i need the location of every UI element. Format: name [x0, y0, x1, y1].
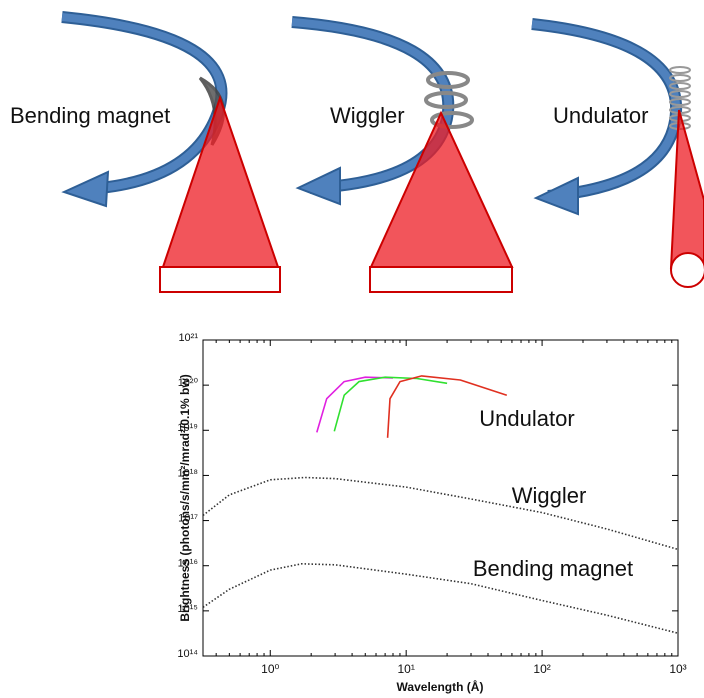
undulator-diagram: Undulator — [532, 24, 704, 287]
diagram-label: Wiggler — [330, 103, 405, 128]
annotation: Bending magnet — [473, 556, 633, 581]
y-tick-label: 10¹⁸ — [177, 467, 198, 479]
y-tick-label: 10¹⁶ — [178, 558, 198, 570]
x-tick-label: 10³ — [669, 662, 686, 676]
y-tick-label: 10²⁰ — [178, 377, 199, 389]
x-axis-label: Wavelength (Å) — [397, 679, 484, 694]
diagram-label: Undulator — [553, 103, 648, 128]
y-axis-label: Brightness (photons/s/mm²/mrad²/0.1% bw) — [178, 374, 192, 621]
y-tick-label: 10²¹ — [178, 332, 198, 344]
plot-frame — [203, 340, 678, 656]
y-tick-label: 10¹⁹ — [177, 422, 198, 434]
x-tick-label: 10⁰ — [261, 662, 279, 676]
y-tick-label: 10¹⁵ — [178, 603, 198, 615]
bending-magnet-diagram: Bending magnet — [10, 17, 280, 292]
x-tick-label: 10¹ — [397, 662, 414, 676]
x-tick-label: 10² — [533, 662, 550, 676]
y-tick-label: 10¹⁴ — [177, 648, 198, 660]
diagram-label: Bending magnet — [10, 103, 170, 128]
wiggler-diagram: Wiggler — [292, 22, 512, 292]
annotation: Wiggler — [512, 483, 587, 508]
y-tick-label: 10¹⁷ — [178, 512, 198, 524]
annotation: Undulator — [479, 406, 574, 431]
figure: Bending magnet Wiggler Undulator Wavelen… — [0, 0, 704, 698]
